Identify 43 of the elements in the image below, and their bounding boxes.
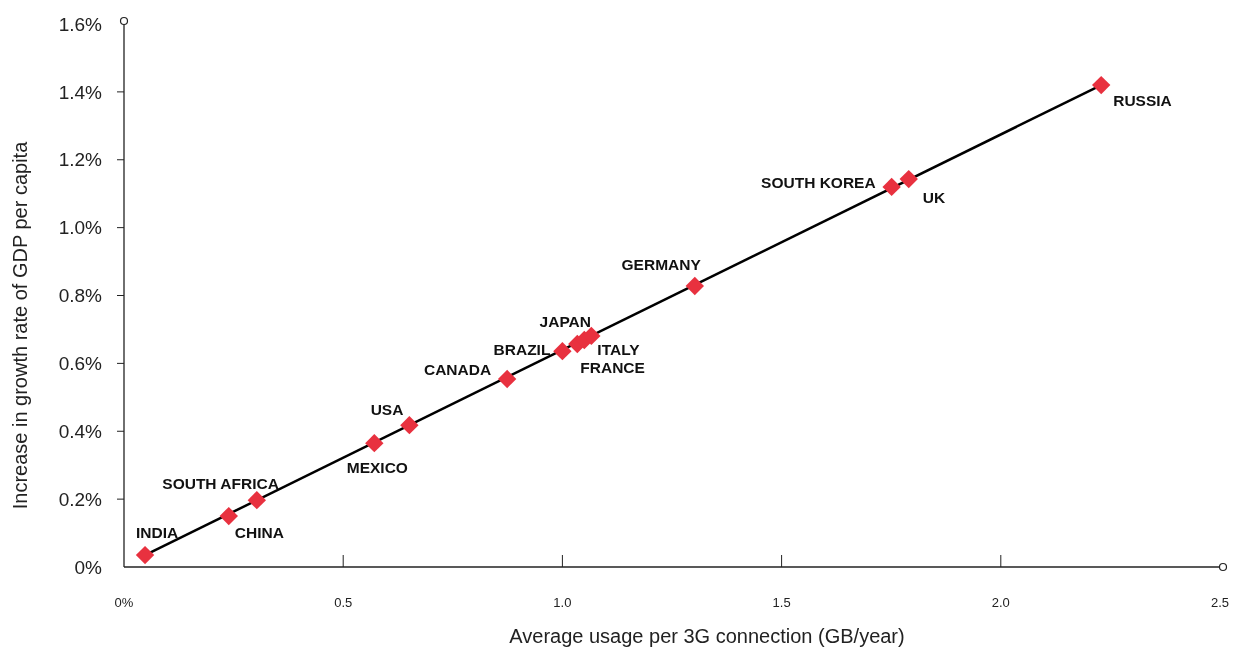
y-tick-label: 0.2% bbox=[58, 488, 103, 510]
y-tick-label: 0.8% bbox=[58, 285, 103, 307]
annotation: FRANCE bbox=[580, 358, 645, 376]
annotation: CHINA bbox=[234, 524, 284, 542]
annotation: JAPAN bbox=[539, 313, 591, 331]
y-tick-label: 0% bbox=[74, 556, 103, 578]
x-tick-label: 2.0 bbox=[991, 595, 1010, 610]
x-tick-label: 1.0 bbox=[553, 595, 572, 610]
annotation: RUSSIA bbox=[1113, 92, 1172, 110]
x-tick-label: 0.5 bbox=[334, 595, 353, 610]
y-tick-label: 1.4% bbox=[58, 81, 103, 103]
annotation: ITALY bbox=[597, 340, 641, 358]
annotation: SOUTH KOREA bbox=[761, 173, 876, 191]
point bbox=[685, 276, 704, 296]
x-tick-label: 0% bbox=[114, 595, 134, 610]
y-axis-title: Increase in growth rate of GDP per capita bbox=[9, 140, 31, 510]
x-tick-label: 2.5 bbox=[1210, 595, 1230, 610]
annotation: CANADA bbox=[423, 360, 492, 378]
point bbox=[219, 506, 238, 526]
point bbox=[497, 369, 517, 389]
point bbox=[553, 341, 572, 361]
point bbox=[899, 169, 918, 189]
annotation: BRAZIL bbox=[493, 341, 551, 359]
annotation: INDIA bbox=[136, 524, 179, 542]
x-tick-label: 1.5 bbox=[772, 595, 791, 610]
point bbox=[882, 177, 901, 197]
y-tick-label: 0.4% bbox=[58, 420, 103, 442]
y-tick-label: 1.0% bbox=[58, 217, 103, 239]
point bbox=[1092, 75, 1111, 95]
annotation: MEXICO bbox=[346, 459, 408, 477]
point bbox=[247, 490, 267, 510]
y-tick-label: 1.6% bbox=[58, 13, 103, 35]
annotation: UK bbox=[922, 189, 946, 207]
annotation: USA bbox=[370, 401, 404, 419]
annotation: SOUTH AFRICA bbox=[162, 475, 279, 493]
point bbox=[365, 433, 384, 453]
annotation: GERMANY bbox=[621, 256, 702, 273]
y-tick-label: 0.6% bbox=[58, 353, 103, 375]
point bbox=[135, 545, 155, 565]
point bbox=[582, 326, 601, 346]
point bbox=[400, 415, 419, 435]
y-tick-label: 1.2% bbox=[58, 149, 103, 171]
x-axis-title: Average usage per 3G connection (GB/year) bbox=[509, 625, 905, 647]
